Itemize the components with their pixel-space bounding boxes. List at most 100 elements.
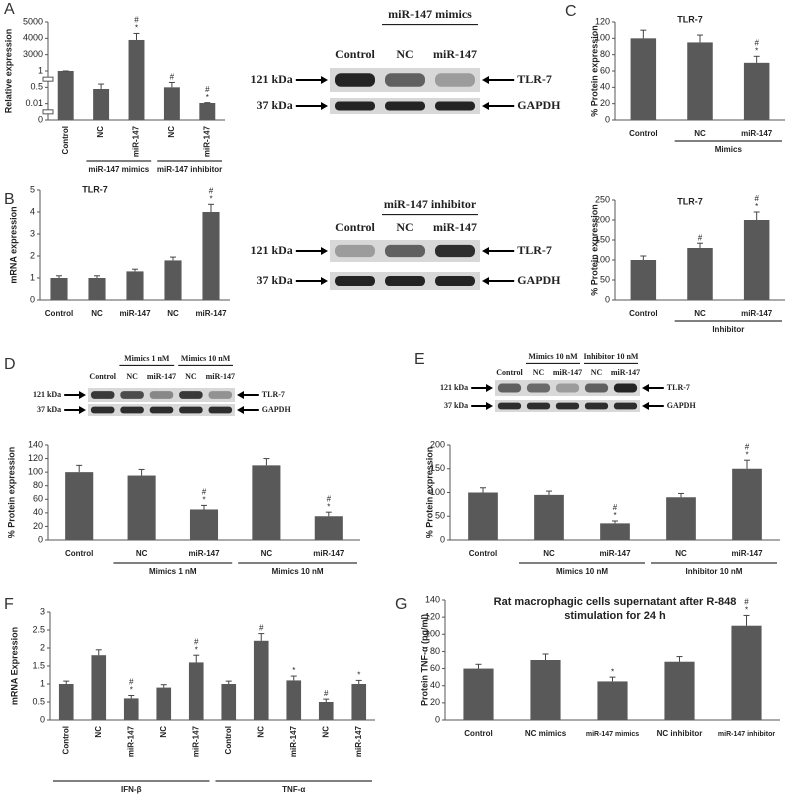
- bar: [127, 475, 156, 540]
- y-tick-label: 100: [595, 33, 610, 43]
- y-tick-label: 3: [40, 606, 45, 616]
- x-tick-label: miR-147: [313, 549, 345, 558]
- significance: #: [327, 494, 332, 503]
- panel-label: A: [4, 1, 15, 18]
- bar-chart: 0 50 100 150 200% Protein expression Control N…: [424, 439, 780, 576]
- x-tick-label: NC: [167, 309, 179, 318]
- blot: Control NC miR-147 NC miR-147 Mimics 1 nM Mimi…: [33, 354, 291, 416]
- x-tick-label: miR-147: [191, 725, 200, 757]
- y-tick-label: 3000: [23, 49, 43, 59]
- bar: [743, 220, 770, 300]
- lane-label: miR-147: [553, 368, 582, 377]
- bar: [128, 39, 145, 120]
- band-size: 37 kDa: [37, 405, 61, 414]
- y-tick-label: 120: [425, 612, 440, 622]
- y-tick-label: 3: [30, 228, 35, 238]
- y-tick-label: 80: [600, 49, 610, 59]
- y-tick-label: 250: [595, 194, 610, 204]
- lane-label: Control: [496, 368, 523, 377]
- significance: #: [205, 85, 210, 94]
- bar-chart: 0 50 100 150 200 250% Protein expression TLR-7…: [589, 194, 785, 334]
- arrow-head: [482, 102, 489, 110]
- x-tick-label: miR-147: [289, 725, 298, 757]
- lane-label: NC: [396, 220, 413, 234]
- significance: *: [745, 606, 748, 615]
- band-protein: GAPDH: [517, 98, 561, 112]
- x-tick-label: NC mimics: [525, 729, 567, 738]
- arrow-head: [237, 406, 244, 414]
- band-protein: TLR-7: [517, 243, 552, 257]
- y-tick-label: 0: [605, 294, 610, 304]
- y-axis-label: Relative expression: [3, 29, 13, 114]
- x-tick-label: NC: [321, 726, 330, 738]
- y-tick-label: 80: [33, 480, 43, 490]
- arrow-head: [642, 402, 649, 410]
- y-tick-label: 100: [28, 467, 43, 477]
- group-label: Mimics 10 nM: [556, 567, 608, 576]
- band: [335, 73, 375, 87]
- group-label: Mimics: [715, 145, 743, 154]
- arrow-head: [482, 76, 489, 84]
- significance: *: [292, 666, 295, 675]
- y-tick-label: 0: [30, 294, 35, 304]
- y-tick-label: 20: [33, 521, 43, 531]
- y-tick-label: 100: [430, 487, 445, 497]
- band: [526, 383, 551, 393]
- blot: Control NC miR-147 NC miR-147 Mimics 10 nM Inh…: [440, 352, 696, 412]
- band-protein: TLR-7: [667, 383, 690, 392]
- panel-label: D: [4, 356, 16, 373]
- band: [179, 406, 203, 414]
- bar: [156, 687, 172, 720]
- y-tick-label: 5: [30, 184, 35, 194]
- bar-chart: 0 20 40 60 80 100 120 140 Protein TNF-α (pg/ml) R…: [419, 594, 780, 738]
- bar: [664, 661, 695, 720]
- x-tick-label: miR-147: [195, 309, 227, 318]
- bar: [351, 684, 367, 720]
- band: [120, 391, 144, 399]
- y-tick-label: 150: [595, 234, 610, 244]
- lane-label: miR-147: [611, 368, 640, 377]
- bar: [687, 42, 713, 120]
- group-label: Mimics 10 nM: [272, 567, 324, 576]
- y-tick-label: 2: [30, 250, 35, 260]
- significance: *: [206, 93, 209, 102]
- x-tick-label: miR-147: [132, 125, 141, 157]
- x-tick-label: NC: [256, 726, 265, 738]
- y-axis-label: % Protein expression: [589, 204, 599, 296]
- band: [613, 402, 638, 410]
- arrow-head: [237, 391, 244, 399]
- band: [149, 391, 174, 399]
- bar-chart: 0 1 2 3 4 5 mRNA expression TLR-7 Control NC miR-1…: [8, 184, 230, 318]
- bar: [743, 62, 770, 120]
- x-tick-label: Control: [469, 549, 497, 558]
- significance: #: [170, 73, 175, 82]
- x-tick-label: miR-147: [741, 309, 773, 318]
- bar: [534, 494, 564, 540]
- x-tick-label: miR-147: [354, 725, 363, 757]
- x-tick-label: miR-147: [126, 725, 135, 757]
- significance: #: [194, 637, 199, 646]
- y-tick-label: 2: [40, 642, 45, 652]
- x-tick-label: miR-147: [202, 125, 211, 157]
- significance: *: [202, 496, 205, 505]
- band: [120, 406, 144, 414]
- significance: *: [613, 511, 616, 520]
- x-tick-label: Control: [61, 126, 70, 154]
- lane-label: NC: [533, 368, 545, 377]
- y-tick-label: 0: [435, 714, 440, 724]
- y-tick-label: 0: [38, 534, 43, 544]
- band: [90, 406, 115, 414]
- band: [526, 402, 551, 410]
- blot-header: Inhibitor 10 nM: [584, 352, 639, 361]
- band: [435, 244, 475, 258]
- y-tick-label: 1.5: [32, 660, 45, 670]
- lane-label: miR-147: [433, 220, 477, 234]
- band: [555, 402, 580, 410]
- band: [385, 244, 425, 258]
- x-tick-label: NC: [261, 549, 273, 558]
- significance: #: [209, 186, 214, 195]
- x-tick-label: NC: [167, 126, 176, 138]
- bar: [732, 468, 762, 540]
